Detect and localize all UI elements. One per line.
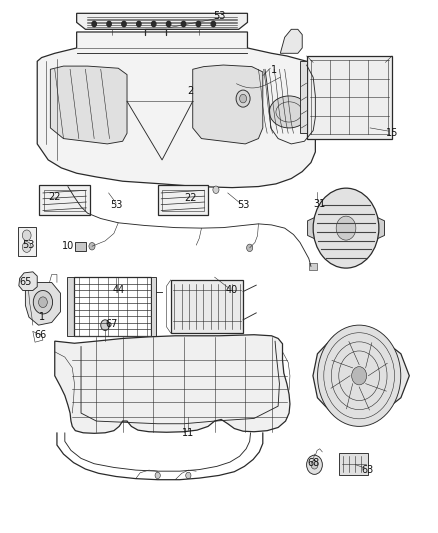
Text: 44: 44 xyxy=(112,286,124,295)
Circle shape xyxy=(181,21,186,27)
Polygon shape xyxy=(307,56,392,139)
Polygon shape xyxy=(307,211,385,246)
Ellipse shape xyxy=(269,96,309,128)
Polygon shape xyxy=(25,282,60,325)
Text: 11: 11 xyxy=(182,428,194,438)
Polygon shape xyxy=(171,280,243,333)
Circle shape xyxy=(137,21,141,27)
Circle shape xyxy=(352,367,367,385)
Text: 40: 40 xyxy=(226,286,238,295)
Circle shape xyxy=(186,472,191,479)
Circle shape xyxy=(240,94,247,103)
Polygon shape xyxy=(37,32,315,188)
Circle shape xyxy=(311,461,318,469)
Bar xyxy=(74,277,151,336)
Circle shape xyxy=(196,21,201,27)
Text: 68: 68 xyxy=(307,458,319,467)
Polygon shape xyxy=(300,61,307,133)
Polygon shape xyxy=(280,29,302,53)
Circle shape xyxy=(155,472,160,479)
Circle shape xyxy=(39,297,47,308)
Circle shape xyxy=(211,21,215,27)
Polygon shape xyxy=(18,227,36,256)
Polygon shape xyxy=(339,453,368,475)
Polygon shape xyxy=(313,332,409,420)
Text: 10: 10 xyxy=(62,241,74,251)
Polygon shape xyxy=(55,335,290,433)
Circle shape xyxy=(92,21,96,27)
Polygon shape xyxy=(19,272,37,290)
Text: 22: 22 xyxy=(49,192,61,202)
Text: 63: 63 xyxy=(362,465,374,475)
Polygon shape xyxy=(158,185,208,215)
Bar xyxy=(162,190,204,211)
Circle shape xyxy=(152,21,156,27)
Text: 22: 22 xyxy=(184,193,197,203)
Circle shape xyxy=(307,455,322,474)
Text: 31: 31 xyxy=(314,199,326,208)
Text: 53: 53 xyxy=(110,200,122,210)
Circle shape xyxy=(213,186,219,193)
Circle shape xyxy=(101,320,110,330)
Circle shape xyxy=(318,325,401,426)
Circle shape xyxy=(166,21,171,27)
Polygon shape xyxy=(193,65,263,144)
Text: 66: 66 xyxy=(34,330,46,340)
Circle shape xyxy=(89,243,95,250)
Circle shape xyxy=(22,242,31,253)
Text: 53: 53 xyxy=(237,200,249,210)
Circle shape xyxy=(122,21,126,27)
Circle shape xyxy=(313,188,379,268)
Text: 67: 67 xyxy=(106,319,118,328)
Text: 2: 2 xyxy=(187,86,194,95)
Polygon shape xyxy=(151,277,156,336)
Circle shape xyxy=(247,244,253,252)
Circle shape xyxy=(22,230,31,241)
Circle shape xyxy=(336,216,356,240)
Circle shape xyxy=(33,290,53,314)
Text: 15: 15 xyxy=(386,128,398,138)
Polygon shape xyxy=(77,13,247,29)
Circle shape xyxy=(236,90,250,107)
Bar xyxy=(309,263,317,270)
Bar xyxy=(44,190,85,211)
Text: 65: 65 xyxy=(19,278,32,287)
Text: 1: 1 xyxy=(271,66,277,75)
Polygon shape xyxy=(67,277,74,336)
Text: 1: 1 xyxy=(39,312,45,322)
Polygon shape xyxy=(50,66,127,144)
Circle shape xyxy=(107,21,111,27)
Text: 53: 53 xyxy=(22,240,35,250)
Polygon shape xyxy=(39,185,90,215)
Bar xyxy=(75,242,86,251)
Text: 53: 53 xyxy=(213,11,225,21)
